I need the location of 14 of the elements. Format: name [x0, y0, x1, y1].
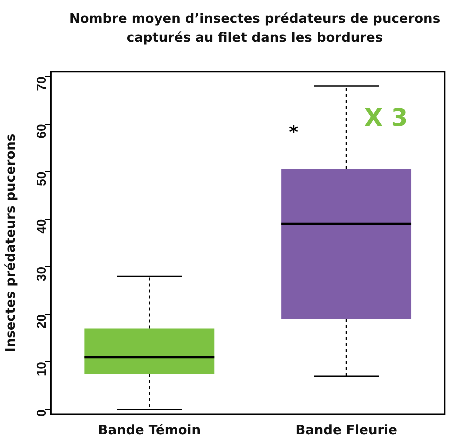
y-tick-label: 50 — [34, 172, 49, 186]
y-tick-label: 0 — [34, 410, 49, 417]
annotation: * — [289, 122, 300, 144]
x-tick-label: Bande Témoin — [98, 424, 202, 439]
y-tick-label: 60 — [34, 124, 49, 139]
x-tick-label: Bande Fleurie — [296, 424, 398, 439]
chart-title: Nombre moyen d’insectes prédateurs de pucerons capturés au filet dans les bordures — [68, 11, 442, 48]
annotation: X 3 — [364, 104, 408, 132]
y-tick-label: 30 — [34, 266, 49, 282]
y-tick-label: 20 — [34, 314, 49, 329]
y-axis-title: Insectes prédateurs pucerons — [4, 134, 20, 353]
y-tick-label: 10 — [34, 362, 49, 377]
y-tick-label: 40 — [34, 219, 49, 234]
y-tick-label: 70 — [34, 76, 49, 92]
